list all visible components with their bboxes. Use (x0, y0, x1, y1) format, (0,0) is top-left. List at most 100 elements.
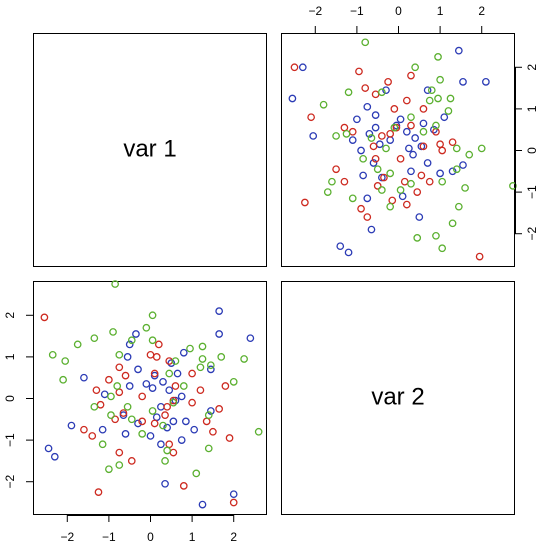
point-lower-s2-16 (142, 323, 151, 332)
point-lower-s0-32 (167, 359, 176, 367)
point-lower-s0-37 (206, 365, 215, 374)
point-lower-s0-6 (190, 425, 199, 434)
tick-label-top-2: 0 (395, 4, 402, 18)
point-lower-s1-6 (202, 417, 211, 426)
point-lower-s1-32 (138, 417, 147, 426)
point-lower-s2-19 (127, 336, 136, 345)
point-lower-s0-17 (125, 382, 134, 390)
point-lower-s0-19 (125, 340, 134, 349)
point-lower-s2-22 (98, 440, 107, 449)
point-lower-s0-16 (134, 419, 142, 428)
point-lower-s2-15 (148, 336, 157, 345)
point-lower-s1-22 (80, 425, 88, 434)
point-lower-s2-3 (217, 353, 226, 361)
point-upper-s0-26 (459, 161, 467, 169)
point-upper-s2-12 (342, 130, 351, 138)
point-lower-s0-26 (132, 330, 140, 338)
point-lower-s2-23 (107, 411, 115, 419)
point-lower-s1-26 (40, 313, 49, 322)
point-lower-s1-10 (169, 448, 178, 457)
point-upper-s0-34 (398, 192, 407, 201)
point-lower-s2-40 (148, 407, 157, 415)
point-lower-s1-19 (119, 409, 128, 417)
point-upper-s0-16 (369, 159, 378, 167)
point-upper-s0-30 (396, 115, 405, 124)
point-upper-s1-31 (407, 121, 415, 130)
point-upper-s0-19 (448, 167, 457, 176)
point-upper-s0-1 (482, 77, 490, 86)
point-upper-s2-0 (434, 53, 442, 61)
point-upper-s2-15 (452, 144, 461, 153)
point-lower-s1-23 (105, 375, 113, 384)
point-upper-s2-22 (348, 194, 357, 203)
point-lower-s0-25 (80, 373, 88, 382)
point-upper-s1-27 (402, 200, 411, 209)
tick-label-top-0: −2 (308, 4, 322, 18)
point-upper-s0-12 (357, 146, 365, 155)
point-upper-s1-19 (380, 173, 388, 182)
point-upper-s0-36 (359, 171, 367, 180)
point-lower-s0-40 (157, 440, 165, 449)
tick-label-bottom-2: 0 (147, 530, 154, 544)
point-lower-s0-38 (182, 417, 190, 426)
point-lower-s1-21 (88, 432, 97, 440)
point-lower-s0-9 (165, 386, 174, 395)
point-upper-s1-10 (340, 123, 349, 132)
point-upper-s0-20 (436, 169, 444, 178)
point-upper-s1-24 (301, 198, 309, 207)
point-lower-s2-21 (105, 465, 113, 474)
point-upper-s0-29 (386, 136, 395, 144)
point-lower-s2-27 (90, 334, 99, 343)
point-upper-s1-15 (436, 140, 444, 149)
point-upper-s2-27 (454, 202, 463, 211)
point-lower-s2-37 (198, 355, 207, 363)
point-lower-s1-2 (215, 405, 224, 413)
point-lower-s2-11 (179, 382, 188, 390)
point-upper-s2-1 (361, 38, 370, 47)
panel-bottom-left (33, 280, 267, 515)
point-upper-s2-36 (373, 165, 382, 174)
point-upper-s1-5 (307, 113, 315, 122)
tick-label-left-3: 1 (3, 353, 17, 360)
point-lower-s2-39 (159, 421, 167, 430)
point-lower-s1-17 (127, 457, 136, 465)
point-lower-s1-15 (152, 353, 161, 361)
point-lower-s0-15 (142, 380, 151, 388)
point-upper-s2-39 (367, 134, 376, 142)
tick-label-right-1: −1 (525, 185, 539, 199)
point-lower-s2-2 (229, 378, 238, 386)
tick-label-right-0: −2 (525, 227, 539, 241)
point-upper-s2-31 (413, 234, 422, 242)
point-upper-s1-6 (371, 90, 380, 99)
point-upper-s2-26 (386, 202, 395, 211)
point-upper-s0-17 (407, 167, 415, 176)
point-lower-s0-2 (198, 500, 207, 509)
point-upper-s2-40 (382, 144, 390, 153)
tick-label-right-4: 2 (525, 64, 539, 71)
point-upper-s0-5 (454, 46, 463, 55)
point-lower-s1-33 (115, 388, 124, 397)
point-lower-s1-3 (221, 382, 230, 390)
point-lower-s2-10 (186, 344, 194, 353)
panel-top-right (281, 33, 517, 267)
point-lower-s0-12 (146, 432, 155, 440)
point-lower-s2-6 (192, 469, 201, 478)
point-upper-s2-19 (452, 165, 461, 174)
point-upper-s2-35 (419, 127, 428, 136)
point-lower-s0-7 (177, 436, 186, 444)
point-upper-s0-14 (405, 144, 413, 153)
point-lower-s0-27 (206, 407, 215, 415)
point-lower-s1-1 (225, 434, 234, 442)
point-upper-s2-9 (425, 96, 434, 105)
diagonal-label-var1: var 1 (123, 135, 176, 162)
point-upper-s1-33 (400, 177, 409, 186)
point-lower-s1-35 (115, 363, 124, 372)
point-upper-s2-37 (434, 94, 442, 103)
point-lower-s0-20 (123, 353, 132, 361)
tick-label-left-1: −1 (3, 433, 17, 447)
point-lower-s0-13 (152, 413, 161, 422)
point-upper-s2-13 (390, 123, 399, 132)
point-upper-s1-35 (425, 177, 434, 186)
point-lower-s2-1 (254, 427, 263, 436)
